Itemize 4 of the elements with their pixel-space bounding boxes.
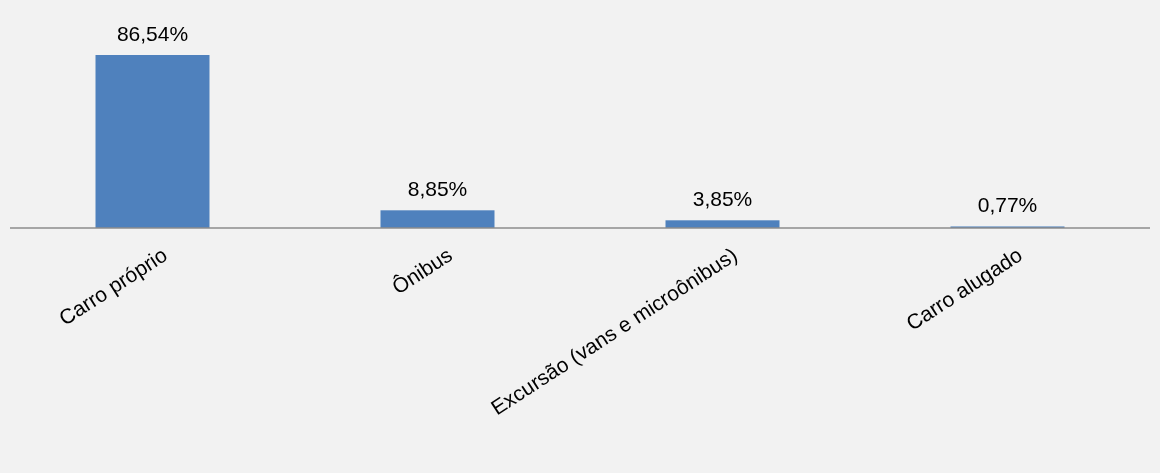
data-label: 0,77% [977,193,1038,217]
data-label: 86,54% [116,22,189,45]
data-label: 3,85% [692,187,753,211]
data-label: 8,85% [407,177,468,201]
